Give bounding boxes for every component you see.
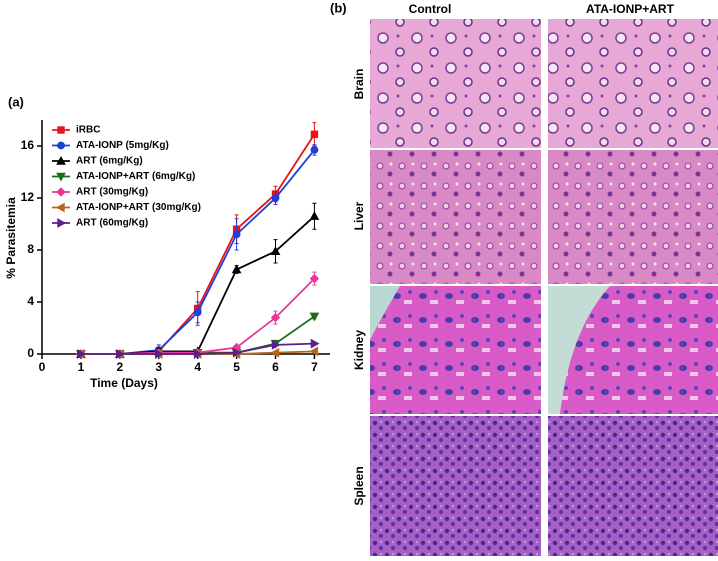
column-header: ATA-IONP+ART: [586, 2, 675, 16]
marker: [116, 349, 125, 359]
x-axis-label: Time (Days): [90, 376, 158, 390]
marker: [56, 187, 66, 197]
legend-label: ATA-IONP (5mg/Kg): [76, 140, 169, 151]
marker: [231, 264, 242, 274]
marker: [56, 155, 66, 165]
marker: [57, 141, 65, 150]
marker: [57, 218, 67, 228]
marker: [155, 349, 164, 359]
legend-label: ART (30mg/Kg): [76, 187, 148, 198]
micrograph-background: [370, 286, 400, 340]
marker: [232, 230, 241, 239]
row-label: Liver: [352, 201, 366, 230]
micrograph: [370, 286, 541, 414]
marker: [309, 346, 319, 357]
x-tick-label: 7: [311, 360, 318, 374]
marker: [77, 349, 86, 359]
marker: [271, 340, 281, 350]
x-tick-label: 4: [194, 360, 201, 374]
y-axis-label: % Parasitemia: [4, 197, 18, 279]
micrographs: [370, 19, 718, 556]
marker: [56, 172, 66, 182]
legend-label: ART (6mg/Kg): [76, 156, 143, 167]
y-tick-label: 8: [27, 242, 34, 256]
marker: [193, 349, 203, 359]
micrograph: [370, 19, 541, 148]
y-tick-label: 4: [27, 294, 34, 308]
x-tick-label: 3: [155, 360, 162, 374]
x-tick-label: 0: [39, 360, 46, 374]
x-tick-label: 1: [78, 360, 85, 374]
panel-label: (a): [8, 94, 24, 109]
marker: [310, 130, 319, 139]
x-tick-label: 2: [116, 360, 123, 374]
series-line: [80, 215, 316, 355]
marker: [309, 211, 320, 220]
y-tick-label: 0: [27, 346, 34, 360]
marker: [55, 202, 65, 213]
legend-label: ATA-IONP+ART (6mg/Kg): [76, 171, 195, 182]
marker: [270, 347, 280, 358]
marker: [57, 126, 65, 134]
marker: [309, 273, 320, 284]
panel-label: (b): [330, 0, 347, 15]
y-tick-label: 16: [21, 138, 35, 152]
micrograph: [370, 150, 541, 284]
y-tick-label: 12: [21, 190, 35, 204]
x-tick-label: 6: [272, 360, 279, 374]
marker: [232, 347, 242, 358]
row-label: Kidney: [352, 330, 366, 370]
marker: [270, 312, 281, 323]
row-label: Spleen: [352, 466, 366, 505]
micrograph: [548, 150, 718, 284]
marker: [270, 246, 281, 255]
marker: [310, 146, 319, 154]
column-header: Control: [409, 2, 452, 16]
row-label: Brain: [352, 69, 366, 100]
legend-label: iRBC: [76, 125, 100, 136]
legend-label: ART (60mg/Kg): [76, 218, 148, 229]
marker: [310, 338, 320, 349]
marker: [309, 312, 320, 322]
legend-label: ATA-IONP+ART (30mg/Kg): [76, 202, 201, 213]
marker: [271, 194, 280, 202]
micrograph: [370, 416, 541, 556]
marker: [193, 308, 202, 317]
micrograph: [548, 19, 718, 148]
micrograph-background: [548, 286, 610, 414]
micrograph: [548, 416, 718, 556]
x-tick-label: 5: [233, 360, 240, 374]
